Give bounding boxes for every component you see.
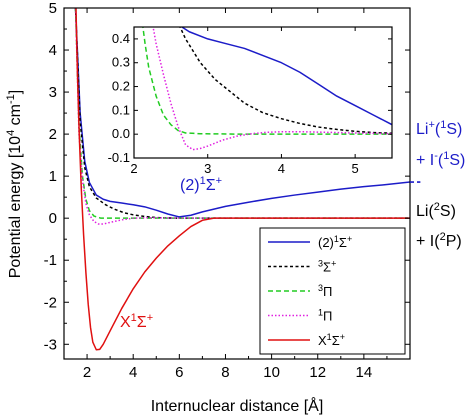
y-tick-label: 2 xyxy=(49,126,57,143)
inset-y-tick-label: 0.0 xyxy=(112,126,130,141)
inset-background xyxy=(134,27,392,158)
neutral-limit-label-i: + I(2P) xyxy=(416,231,462,250)
x-tick-label: 4 xyxy=(129,364,137,381)
inset-frame xyxy=(133,26,393,159)
y-tick-label: -2 xyxy=(44,294,57,311)
x-axis-title: Internuclear distance [Å] xyxy=(151,396,324,415)
legend-label-s2: (2)1Σ+ xyxy=(318,234,352,250)
legend-label-s3s: 3Σ+ xyxy=(318,259,336,275)
state-2-1sigma-label: (2)1Σ+ xyxy=(180,175,222,194)
state-x-1sigma-label: X1Σ+ xyxy=(120,312,153,331)
legend-label-s3p: 3Π xyxy=(318,283,332,299)
y-tick-label: 3 xyxy=(49,84,57,101)
y-tick-label: -3 xyxy=(44,336,57,353)
series-line-s2 xyxy=(74,8,410,218)
x-tick-label: 8 xyxy=(221,364,229,381)
y-tick-label: 1 xyxy=(49,168,57,185)
y-tick-label: 5 xyxy=(49,0,57,17)
inset-series-line-s3s xyxy=(179,27,392,134)
inset-y-tick-label: 0.1 xyxy=(112,102,130,117)
legend-label-sX: X1Σ+ xyxy=(318,332,345,348)
inset-axis-ticks: 2 3 4 5 -0.1 0.0 0.1 0.2 0.3 0.4 xyxy=(108,27,392,176)
series-line-s3p xyxy=(74,8,410,219)
inset-x-tick-label: 3 xyxy=(204,161,211,176)
inset-y-tick-label: 0.2 xyxy=(112,79,130,94)
inset-x-tick-label: 2 xyxy=(130,161,137,176)
x-tick-label: 14 xyxy=(356,364,373,381)
y-axis-title: Potential energy [104 cm-1] xyxy=(5,90,24,278)
legend-label-s1p: 1Π xyxy=(318,308,332,324)
inset-y-tick-label: 0.3 xyxy=(112,55,130,70)
x-tick-label: 6 xyxy=(175,364,183,381)
x-tick-label: 2 xyxy=(83,364,91,381)
inset-series-line-s2 xyxy=(180,27,392,126)
x-tick-label: 10 xyxy=(263,364,280,381)
x-tick-label: 12 xyxy=(309,364,326,381)
inset-x-tick-label: 4 xyxy=(278,161,285,176)
y-tick-label: -1 xyxy=(44,252,57,269)
neutral-limit-label-li: Li(2S) xyxy=(416,201,456,220)
series-line-sX xyxy=(75,8,410,351)
y-tick-label: 0 xyxy=(49,210,57,227)
ionic-limit-label-i: + I-(1S) xyxy=(416,150,465,169)
main-plot-frame xyxy=(63,7,411,360)
inset-y-tick-label: -0.1 xyxy=(108,150,130,165)
legend: (2)1Σ+ 3Σ+ 3Π 1Π X1Σ+ xyxy=(259,227,406,355)
ionic-limit-label-li: Li+(1S) xyxy=(416,119,462,138)
inset-x-tick-label: 5 xyxy=(352,161,359,176)
inset-plot: 2 3 4 5 -0.1 0.0 0.1 0.2 0.3 0.4 xyxy=(108,26,393,176)
inset-series-line-s1p xyxy=(152,27,392,151)
y-tick-label: 4 xyxy=(49,42,57,59)
inset-series-line-s3p xyxy=(142,27,392,135)
inset-y-tick-label: 0.4 xyxy=(112,31,130,46)
